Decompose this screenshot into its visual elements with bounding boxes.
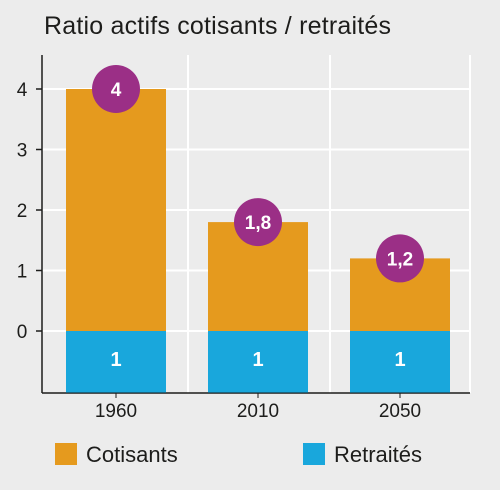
bar-retraites-2050 — [350, 331, 450, 393]
data-label-cotisants-1960: 4 — [111, 80, 122, 101]
value-badge-2050 — [376, 234, 424, 283]
data-label-cotisants-2010: 1,8 — [245, 213, 271, 234]
y-tick-label-4: 4 — [17, 80, 28, 101]
value-badge-1960 — [92, 65, 140, 113]
data-label-retraites-2050: 1 — [394, 349, 405, 371]
x-tick-label-2010: 2010 — [237, 401, 279, 422]
x-tick-label-2050: 2050 — [379, 401, 421, 422]
y-tick-label-1: 1 — [17, 262, 28, 283]
bar-cotisants-1960 — [66, 89, 166, 331]
y-tick-label-2: 2 — [17, 201, 28, 222]
data-label-retraites-1960: 1 — [110, 349, 121, 371]
legend-label-retraites: Retraités — [334, 442, 422, 467]
legend-swatch-cotisants — [55, 443, 77, 465]
bar-retraites-2010 — [208, 331, 308, 393]
chart-title: Ratio actifs cotisants / retraités — [44, 12, 392, 40]
y-tick-label-0: 0 — [17, 322, 28, 343]
y-tick-label-3: 3 — [17, 141, 28, 162]
data-label-cotisants-2050: 1,2 — [387, 249, 413, 270]
value-badge-2010 — [234, 198, 282, 247]
legend-swatch-retraites — [303, 443, 325, 465]
bar-retraites-1960 — [66, 331, 166, 393]
x-tick-label-1960: 1960 — [95, 401, 137, 422]
legend-label-cotisants: Cotisants — [86, 442, 178, 467]
data-label-retraites-2010: 1 — [252, 349, 263, 371]
